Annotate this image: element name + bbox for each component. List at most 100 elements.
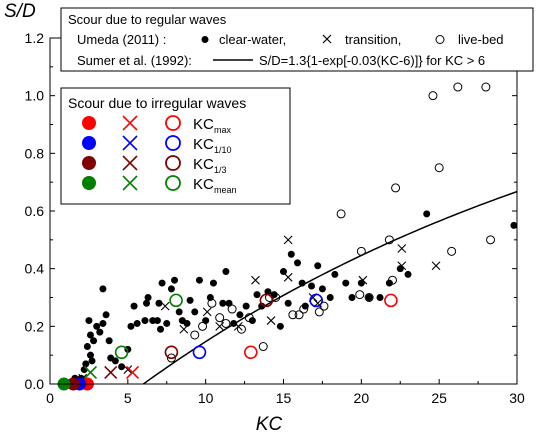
live-bed-point [356, 246, 366, 256]
live-bed-point [166, 353, 176, 363]
legend-irregular-cross-marker [122, 155, 138, 171]
clear-water-point [82, 360, 90, 368]
clear-water-point [423, 210, 431, 218]
clear-water-point [155, 299, 163, 307]
transition-point [160, 301, 170, 311]
sumer-curve-line [142, 190, 518, 385]
clear-water-point [230, 319, 238, 327]
clear-water-point [253, 291, 261, 299]
clear-water-point [510, 221, 518, 229]
clear-water-point [308, 282, 316, 290]
transition-point [202, 307, 212, 317]
legend-transition-marker [322, 34, 332, 44]
live-bed-point [387, 275, 397, 285]
legend-clear-water-marker [201, 36, 209, 43]
clear-water-point [144, 294, 152, 301]
live-bed-point [486, 235, 496, 245]
live-bed-point [288, 310, 298, 320]
clear-water-point [130, 302, 138, 310]
legend-live-bed-label: live-bed [458, 32, 504, 47]
legend-live-bed-marker [435, 35, 445, 44]
clear-water-point [202, 317, 210, 325]
legend-irregular-open-marker [165, 115, 181, 131]
live-bed-point [336, 209, 346, 219]
clear-water-point [163, 319, 171, 327]
clear-water-point [158, 279, 166, 287]
legend-irregular-label: KC [193, 176, 214, 193]
transition-point [123, 365, 133, 374]
clear-water-point [225, 299, 233, 307]
live-bed-point [264, 293, 274, 302]
legend-irregular-filled-marker [82, 116, 96, 130]
y-tick-label: 1.2 [25, 30, 45, 46]
clear-water-point [183, 319, 191, 327]
plot-area: 0.0 0.2 0.4 0.6 0.8 1.0 1.2 0 5 10 15 20 25 30 [25, 30, 525, 406]
live-bed-point [207, 298, 217, 308]
live-bed-point [221, 318, 231, 328]
clear-water-point [276, 322, 284, 330]
legend-irregular-cross-marker [122, 175, 138, 191]
clear-water-point [287, 250, 295, 258]
legend-umeda-label: Umeda (2011) : [77, 32, 166, 47]
y-tick-label: 0.2 [25, 318, 45, 334]
live-bed-point [294, 310, 304, 320]
legend-irregular-open-marker [165, 175, 181, 191]
legend-irregular-subscript: 1/10 [214, 145, 232, 155]
transition-point [358, 275, 368, 285]
legend-regular-waves: Scour due to regular waves Umeda (2011) … [60, 7, 534, 72]
legend-irregular-filled-marker [82, 176, 96, 190]
x-tick-label: 25 [431, 390, 447, 406]
y-tick-label: 0.4 [25, 261, 45, 277]
legend-clear-water-label: clear-water, [219, 32, 286, 47]
legend-irregular-subscript: mean [214, 185, 237, 195]
clear-water-point [96, 328, 104, 336]
irregular-kcmean-cross-point [83, 365, 98, 380]
legend-irregular-label: KC [193, 156, 214, 173]
live-bed-point [391, 183, 401, 193]
legend-irregular-subscript: max [214, 125, 232, 135]
clear-water-point [195, 276, 203, 284]
live-bed-point [447, 246, 457, 256]
clear-water-point [270, 291, 278, 299]
clear-water-point [90, 337, 98, 345]
clear-water-point [118, 363, 126, 371]
irregular-kc110-open-point [309, 293, 323, 308]
legend-sumer-label: Sumer et al. (1992): [77, 53, 192, 68]
irregular-kcmean-open-point [169, 293, 183, 308]
irregular-kcmax-open-point [384, 293, 398, 308]
legend-irregular-label: KC [193, 136, 214, 153]
live-bed-point [215, 313, 225, 323]
irregular-kcmean-open-point [114, 345, 129, 360]
transition-point [283, 272, 293, 282]
live-bed-point [314, 307, 324, 317]
legend-irregular-label: KC [193, 116, 214, 133]
clear-water-point [105, 337, 113, 345]
clear-water-point [284, 299, 292, 307]
x-tick-label: 30 [509, 390, 525, 406]
y-tick-label: 0.6 [25, 203, 45, 219]
clear-water-point [85, 317, 93, 325]
clear-water-point [301, 302, 309, 310]
clear-water-point [191, 308, 199, 316]
y-axis-label: S/D [4, 1, 36, 22]
x-tick-label: 10 [198, 390, 214, 406]
irregular-kcmax-open-point [244, 345, 258, 360]
legend-irregular-title: Scour due to irregular waves [68, 95, 246, 111]
clear-water-point [143, 299, 151, 307]
clear-water-point [186, 296, 194, 304]
live-bed-point [319, 301, 329, 311]
clear-water-point [331, 270, 339, 278]
legend-sumer-formula: S/D=1.3{1-exp[-0.03(KC-6)]} for KC > 6 [259, 53, 485, 68]
x-axis-label: KC [256, 414, 283, 434]
clear-water-point [167, 285, 175, 293]
clear-water-point [242, 302, 250, 310]
clear-water-point [294, 259, 302, 267]
legend-irregular-cross-marker [122, 135, 138, 151]
irregular-kc110-open-point [192, 345, 207, 360]
x-tick-label: 0 [46, 390, 54, 406]
irregular-kc13-open-point [164, 345, 179, 360]
clear-water-point [314, 262, 322, 270]
legend-regular-title: Scour due to regular waves [68, 12, 227, 27]
